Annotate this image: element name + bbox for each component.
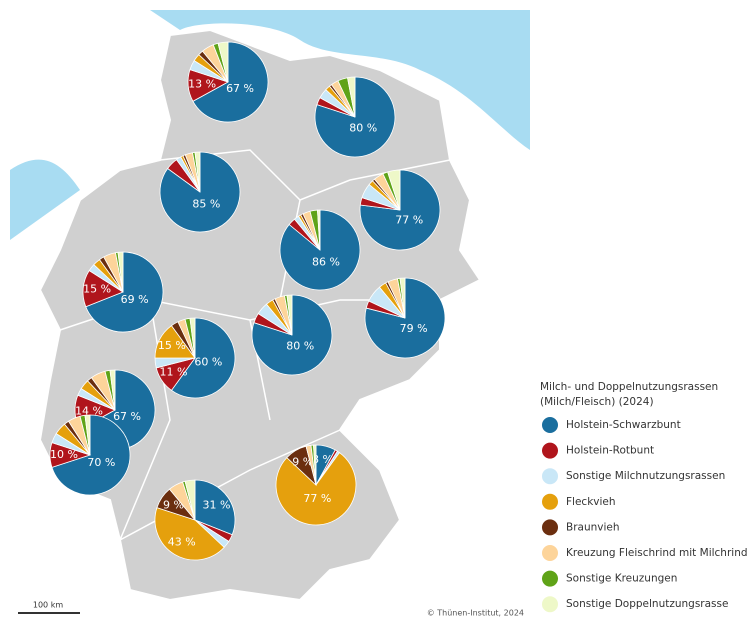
sea bbox=[10, 10, 530, 240]
legend-label: Holstein-Rotbunt bbox=[566, 445, 654, 457]
pie-slice bbox=[85, 251, 164, 333]
pie-slice bbox=[217, 41, 229, 83]
pie-slice bbox=[189, 317, 196, 359]
legend-swatch bbox=[542, 545, 558, 561]
state-borders bbox=[59, 149, 451, 541]
pie-slice bbox=[194, 479, 236, 536]
slice-label: 15 % bbox=[83, 283, 111, 296]
legend-swatch bbox=[542, 570, 558, 587]
pie-slice bbox=[194, 151, 201, 193]
legend-label: Holstein-Schwarzbunt bbox=[566, 419, 681, 431]
slice-label: 43 % bbox=[168, 535, 196, 548]
pie-slice bbox=[313, 444, 317, 486]
pie-slice bbox=[117, 251, 124, 293]
pie-slice bbox=[286, 294, 293, 336]
slice-label: 60 % bbox=[194, 355, 222, 368]
pie-slice bbox=[184, 479, 196, 521]
pie-slice bbox=[275, 452, 357, 526]
slice-label: 79 % bbox=[400, 322, 428, 335]
slice-label: 11 % bbox=[160, 366, 188, 379]
slice-label: 9 % bbox=[163, 498, 184, 511]
pie-slice bbox=[347, 76, 356, 118]
pie-slice bbox=[387, 169, 401, 211]
slice-label: 15 % bbox=[158, 339, 186, 352]
legend-swatch bbox=[542, 519, 558, 536]
pie-slice bbox=[317, 209, 321, 251]
pie-slice bbox=[154, 507, 225, 561]
slice-label: 67 % bbox=[226, 82, 254, 95]
scale-label: 100 km bbox=[33, 601, 63, 610]
legend-swatch bbox=[542, 442, 558, 459]
legend-label: Kreuzung Fleischrind mit Milchrind bbox=[566, 547, 747, 559]
legend-title: Milch- und Doppelnutzungsrassen bbox=[540, 381, 718, 393]
copyright: © Thünen-Institut, 2024 bbox=[427, 609, 524, 618]
pie-slice bbox=[359, 169, 441, 251]
pie-slice bbox=[192, 41, 269, 123]
legend-label: Sonstige Kreuzungen bbox=[566, 573, 677, 585]
slice-label: 14 % bbox=[75, 405, 103, 418]
pie-slice bbox=[109, 369, 116, 411]
slice-label: 9 % bbox=[292, 456, 313, 469]
pie-slice bbox=[84, 414, 91, 456]
pie-slice bbox=[170, 317, 236, 399]
slice-label: 80 % bbox=[349, 121, 377, 134]
slice-label: 86 % bbox=[312, 256, 340, 269]
slice-label: 85 % bbox=[192, 197, 220, 210]
slice-label: 77 % bbox=[395, 214, 423, 227]
pie-slice bbox=[399, 277, 406, 319]
slice-label: 77 % bbox=[303, 492, 331, 505]
legend-swatch bbox=[542, 493, 558, 510]
legend-label: Sonstige Doppelnutzungsrasse bbox=[566, 598, 728, 610]
legend-swatch bbox=[542, 596, 558, 613]
legend-label: Sonstige Milchnutzungsrassen bbox=[566, 470, 725, 482]
slice-label: 69 % bbox=[121, 293, 149, 306]
legend-label: Braunvieh bbox=[566, 521, 620, 533]
slice-label: 31 % bbox=[203, 498, 231, 511]
legend-swatch bbox=[542, 417, 558, 433]
legend-swatch bbox=[542, 468, 558, 485]
slice-label: 10 % bbox=[50, 448, 78, 461]
slice-label: 13 % bbox=[188, 77, 216, 90]
slice-label: 67 % bbox=[113, 410, 141, 423]
slice-label: 8 % bbox=[312, 453, 333, 466]
slice-label: 70 % bbox=[87, 456, 115, 469]
slice-label: 80 % bbox=[286, 339, 314, 352]
legend-label: Fleckvieh bbox=[566, 496, 616, 508]
legend-title: (Milch/Fleisch) (2024) bbox=[540, 396, 654, 408]
